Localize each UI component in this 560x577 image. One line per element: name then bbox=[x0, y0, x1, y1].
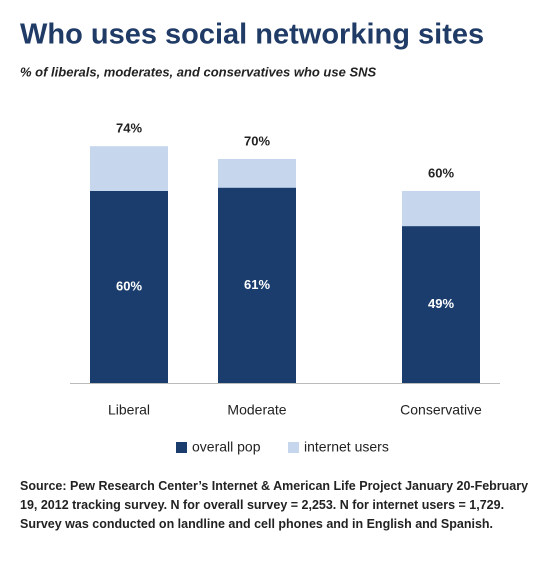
value-label: 60% bbox=[116, 278, 142, 293]
source-note: Source: Pew Research Center’s Internet &… bbox=[20, 479, 529, 531]
chart: Who uses social networking sites % of li… bbox=[20, 19, 500, 455]
value-label: 74% bbox=[116, 121, 142, 136]
value-label: 49% bbox=[428, 296, 454, 311]
legend-label: overall pop bbox=[192, 439, 261, 455]
legend-swatch bbox=[176, 442, 187, 453]
x-tick-label: Conservative bbox=[400, 402, 482, 418]
legend-swatch bbox=[288, 442, 299, 453]
chart-title: Who uses social networking sites bbox=[20, 19, 484, 51]
bar bbox=[402, 226, 480, 383]
value-label: 61% bbox=[244, 277, 270, 292]
bar bbox=[90, 191, 168, 383]
value-label: 60% bbox=[428, 165, 454, 180]
x-tick-label: Moderate bbox=[227, 402, 286, 418]
x-tick-label: Liberal bbox=[108, 402, 150, 418]
legend-label: internet users bbox=[304, 439, 389, 455]
value-label: 70% bbox=[244, 133, 270, 148]
chart-subtitle: % of liberals, moderates, and conservati… bbox=[20, 64, 377, 79]
bar bbox=[218, 187, 296, 383]
